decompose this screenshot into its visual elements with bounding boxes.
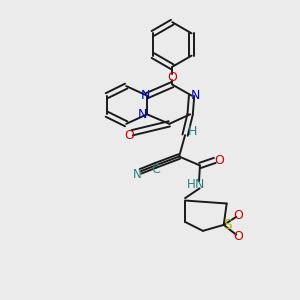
Text: O: O xyxy=(234,209,244,222)
Text: O: O xyxy=(124,129,134,142)
Text: O: O xyxy=(214,154,224,167)
Text: O: O xyxy=(167,71,177,84)
Text: N: N xyxy=(141,89,151,102)
Text: N: N xyxy=(191,88,200,101)
Text: O: O xyxy=(234,230,244,243)
Text: H: H xyxy=(187,178,196,191)
Text: C: C xyxy=(151,163,160,176)
Text: N: N xyxy=(133,168,141,181)
Text: N: N xyxy=(195,178,204,191)
Text: S: S xyxy=(223,218,232,232)
Text: H: H xyxy=(188,125,197,138)
Text: N: N xyxy=(138,108,148,121)
